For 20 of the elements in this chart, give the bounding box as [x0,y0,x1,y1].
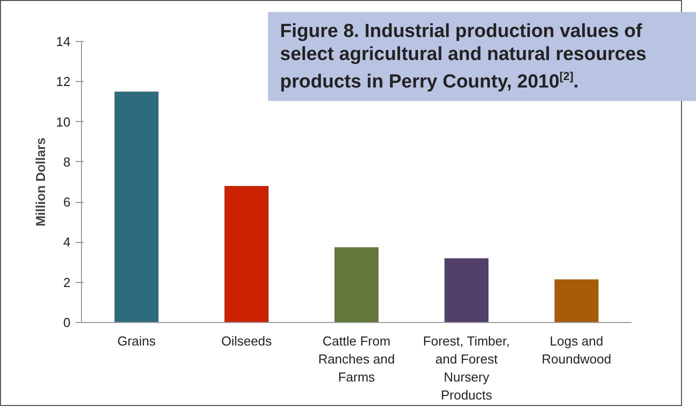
y-tick-label: 8 [63,154,71,170]
bar [114,92,158,322]
y-axis-title: Million Dollars [33,138,48,226]
y-tick-label: 4 [63,234,71,250]
bar [334,247,378,322]
title-box: Figure 8. Industrial production values of select agricultural and natural resources products in Perry County, 2010$^{[2]}$. [268,12,696,102]
bar [224,186,268,322]
y-tick-label: 0 [63,315,71,330]
y-tick-label: 6 [63,194,71,210]
x-tick-label: Cattle From Ranches and Farms [318,334,395,384]
y-tick-label: 14 [56,34,71,49]
y-tick-label: 2 [63,274,71,290]
x-tick-label: Forest, Timber, and Forest Nursery Products [423,334,510,402]
y-tick-label: 10 [56,114,71,130]
bar [444,258,488,322]
y-tick-label: 12 [56,74,71,90]
x-tick-label: Grains [117,334,156,348]
bar [554,279,598,322]
x-tick-label: Oilseeds [221,334,272,348]
x-tick-label: Logs and Roundwood [542,334,612,366]
